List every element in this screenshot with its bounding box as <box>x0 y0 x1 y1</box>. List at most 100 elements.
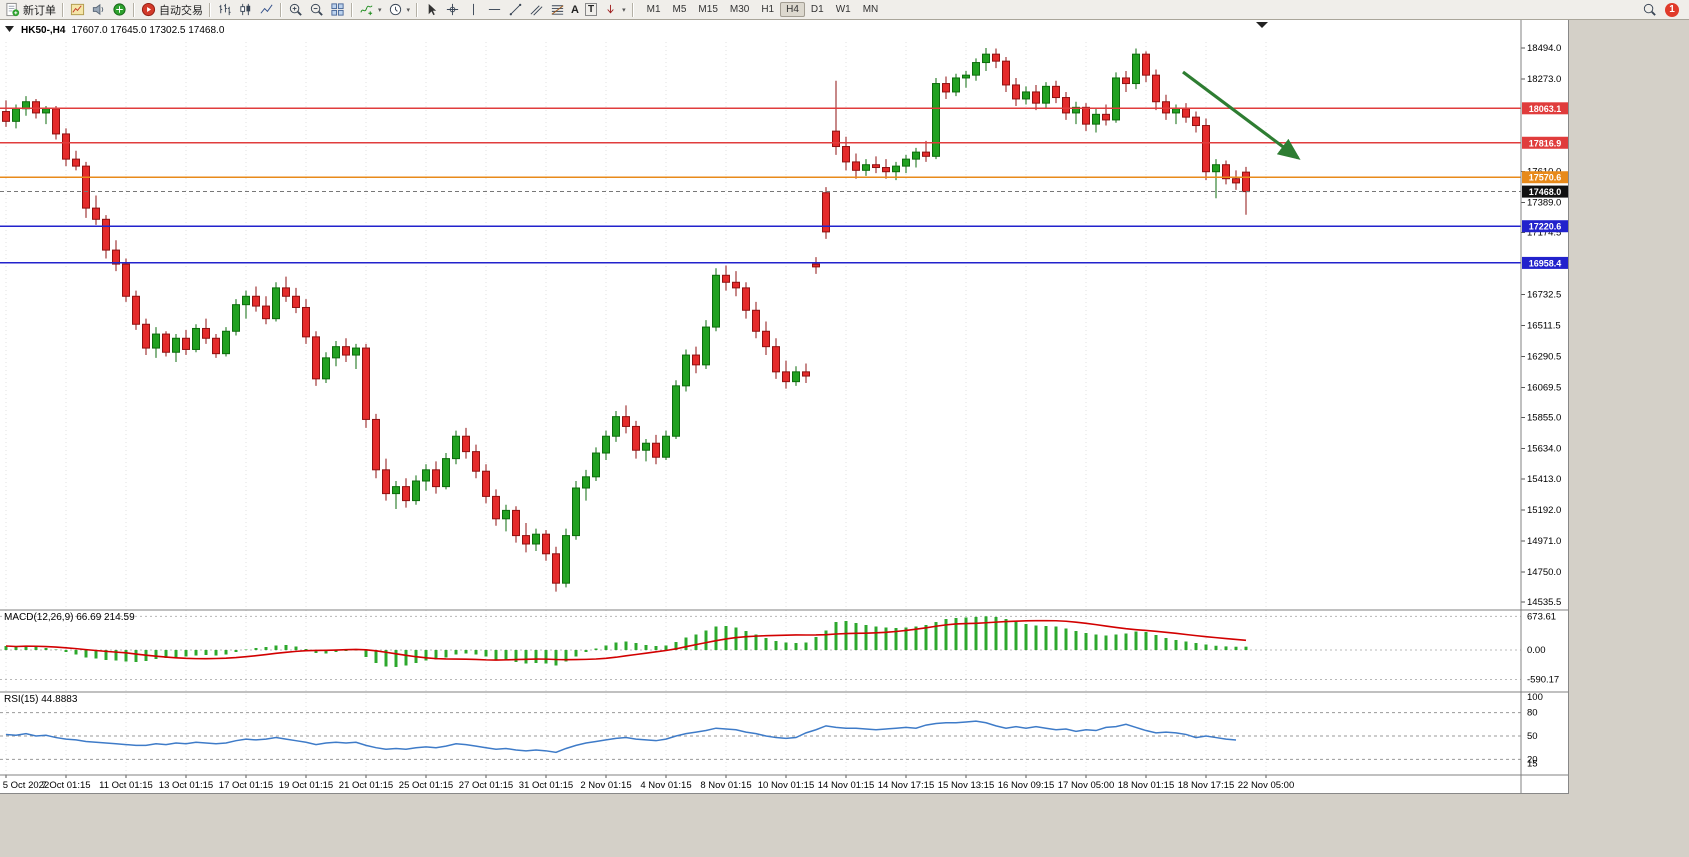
candle-body <box>442 458 450 488</box>
crosshair-button[interactable] <box>442 1 463 19</box>
candle-body <box>152 333 160 349</box>
main-toolbar: 新订单 自动交易 <box>0 0 1689 20</box>
channel-button[interactable] <box>526 1 547 19</box>
candle-body <box>842 146 850 163</box>
price-badge <box>1522 102 1568 115</box>
candle-body <box>142 323 150 349</box>
candle-body <box>352 347 360 356</box>
timeframe-button-W1[interactable]: W1 <box>835 4 851 15</box>
chart-shift-marker-icon[interactable] <box>1256 22 1268 28</box>
candle-body <box>172 337 180 353</box>
macd-axis-label: 673.61 <box>1527 611 1556 622</box>
candle-body <box>1182 108 1190 118</box>
horizontal-line-button[interactable] <box>484 1 505 19</box>
timeframe-button-H1[interactable]: H1 <box>761 4 775 15</box>
chart-window[interactable]: 5 Oct 2022 7 Oct 01:15 11 Oct 01:15 13 Oct … <box>0 20 1569 794</box>
candle-body <box>972 62 980 76</box>
trend-arrow-annotation[interactable] <box>1182 70 1301 160</box>
autotrading-button[interactable]: 自动交易 <box>138 1 206 19</box>
timeframe-button-D1[interactable]: D1 <box>810 4 824 15</box>
price-badge <box>1522 185 1568 198</box>
toolbar-separator <box>631 2 634 17</box>
price-axis-label: 17389.0 <box>1527 198 1561 209</box>
candlestick-button[interactable] <box>235 1 256 19</box>
bar-chart-icon <box>219 3 231 16</box>
candlestick-icon <box>240 3 251 16</box>
timeframe-button-M30[interactable]: M30 <box>729 4 750 15</box>
price-badge-label: 17220.6 <box>1529 222 1562 232</box>
candle-body <box>12 108 20 122</box>
candle-body <box>1022 91 1030 100</box>
candle-body <box>762 330 770 348</box>
macd-values: 66.69 214.59 <box>76 612 135 623</box>
candle-body <box>362 347 370 420</box>
candlesticks[interactable] <box>2 48 1250 592</box>
candle-body <box>622 416 630 427</box>
line-chart-button[interactable] <box>256 1 277 19</box>
candle-body <box>822 192 830 233</box>
price-badge-label: 17468.0 <box>1529 187 1562 197</box>
date-label: 17 Oct 01:15 <box>219 780 273 791</box>
cycles-button[interactable]: ▾ <box>385 1 414 19</box>
candle-body <box>92 207 100 220</box>
timeframe-button-M15[interactable]: M15 <box>698 4 718 15</box>
zoom-in-button[interactable] <box>285 1 306 19</box>
candle-body <box>1142 53 1150 76</box>
candle-body <box>1132 53 1140 85</box>
macd-signal-line[interactable] <box>5 619 1247 661</box>
charts-panel-button[interactable] <box>67 1 88 19</box>
candle-body <box>1242 171 1250 193</box>
new-order-icon <box>6 2 20 17</box>
candle-body <box>1032 91 1040 104</box>
candle-body <box>302 306 310 338</box>
candle-body <box>792 371 800 383</box>
indicators-icon <box>360 5 373 16</box>
notification-badge[interactable]: 1 <box>1665 2 1679 17</box>
fibonacci-button[interactable] <box>547 1 568 19</box>
rsi-line[interactable] <box>5 720 1237 754</box>
navigator-button[interactable] <box>109 1 130 19</box>
candle-body <box>212 337 220 355</box>
candle-body <box>1212 164 1220 173</box>
indicators-button[interactable]: ▾ <box>356 1 385 19</box>
trendline-button[interactable] <box>505 1 526 19</box>
new-order-button[interactable]: 新订单 <box>2 1 59 19</box>
label-tool-button[interactable]: T <box>582 1 600 19</box>
price-axis-label: 14535.5 <box>1527 597 1561 608</box>
candle-body <box>982 53 990 64</box>
candle-body <box>1122 77 1130 85</box>
bar-chart-button[interactable] <box>214 1 235 19</box>
search-icon[interactable] <box>1642 2 1657 17</box>
zoom-in-icon <box>289 3 302 16</box>
timeframe-button-H4[interactable]: H4 <box>780 2 805 17</box>
candle-body <box>122 263 130 297</box>
candle-body <box>872 164 880 169</box>
price-axis-label: 16732.5 <box>1527 290 1561 301</box>
arrows-button[interactable]: ▾ <box>600 1 629 19</box>
macd-histogram <box>4 616 1248 667</box>
price-axis-label: 15413.0 <box>1527 474 1561 485</box>
candle-body <box>582 476 590 489</box>
date-label: 8 Nov 01:15 <box>700 780 751 791</box>
vertical-line-button[interactable] <box>463 1 484 19</box>
tile-windows-icon <box>331 3 344 16</box>
text-tool-button[interactable]: A <box>568 1 582 19</box>
candle-body <box>992 53 1000 62</box>
new-order-label: 新订单 <box>23 4 56 17</box>
alerts-button[interactable] <box>88 1 109 19</box>
date-label: 22 Nov 05:00 <box>1238 780 1295 791</box>
date-label: 25 Oct 01:15 <box>399 780 453 791</box>
candle-body <box>742 287 750 311</box>
candle-body <box>712 274 720 328</box>
tile-windows-button[interactable] <box>327 1 348 19</box>
navigator-icon <box>113 3 126 16</box>
timeframe-button-MN[interactable]: MN <box>862 4 879 15</box>
candle-body <box>722 274 730 283</box>
timeframe-button-M5[interactable]: M5 <box>672 4 687 15</box>
toolbar-separator <box>133 2 135 17</box>
cursor-button[interactable] <box>421 1 442 19</box>
zoom-out-button[interactable] <box>306 1 327 19</box>
candle-body <box>252 295 260 307</box>
timeframe-button-M1[interactable]: M1 <box>646 4 661 15</box>
